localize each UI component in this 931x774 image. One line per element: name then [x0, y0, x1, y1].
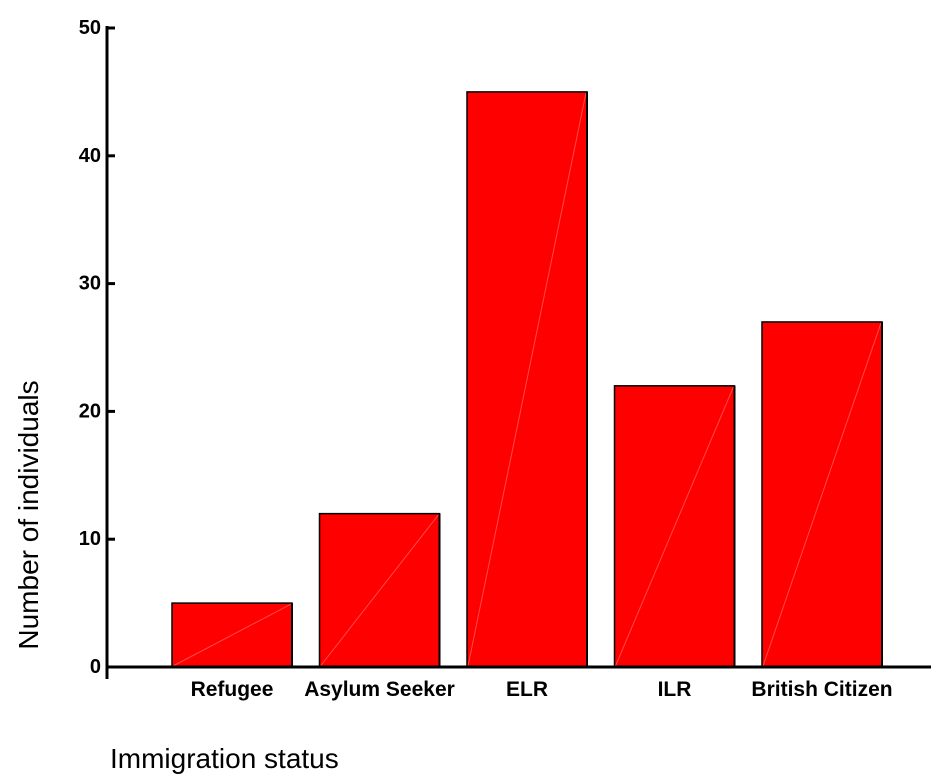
bars-layer	[171, 91, 883, 668]
y-tick-label-30: 30	[79, 273, 101, 295]
bar-diagonal-ilr	[615, 386, 734, 667]
x-category-labels: Refugee Asylum Seeker ELR ILR British Citize…	[191, 678, 893, 701]
y-ticks: 0 10 20 30 40 50	[79, 17, 115, 678]
y-tick-label-20: 20	[79, 400, 101, 422]
bar-diagonal-british-citizen	[762, 322, 882, 667]
axes	[105, 26, 931, 679]
bar-british-citizen	[761, 321, 883, 668]
bar-diagonal-elr	[467, 92, 587, 667]
x-category-label-asylum-seeker: Asylum Seeker	[304, 678, 455, 701]
bar-diagonal-refugee	[172, 603, 292, 667]
bar-elr	[466, 91, 588, 668]
y-tick-label-50: 50	[79, 17, 101, 39]
y-tick-label-40: 40	[79, 145, 101, 167]
bar-ilr	[613, 385, 736, 668]
x-category-label-elr: ELR	[506, 678, 548, 701]
bar-refugee	[171, 602, 293, 668]
bar-diagonal-asylum-seeker	[320, 514, 439, 667]
x-category-label-refugee: Refugee	[191, 678, 274, 701]
x-category-label-british-citizen: British Citizen	[751, 678, 892, 701]
bar-asylum-seeker	[318, 512, 441, 668]
y-tick-label-10: 10	[79, 528, 101, 550]
x-category-label-ilr: ILR	[658, 678, 692, 701]
y-tick-label-0: 0	[90, 656, 101, 678]
x-axis-title: Immigration status	[110, 743, 339, 774]
y-axis-title: Number of individuals	[13, 380, 44, 649]
